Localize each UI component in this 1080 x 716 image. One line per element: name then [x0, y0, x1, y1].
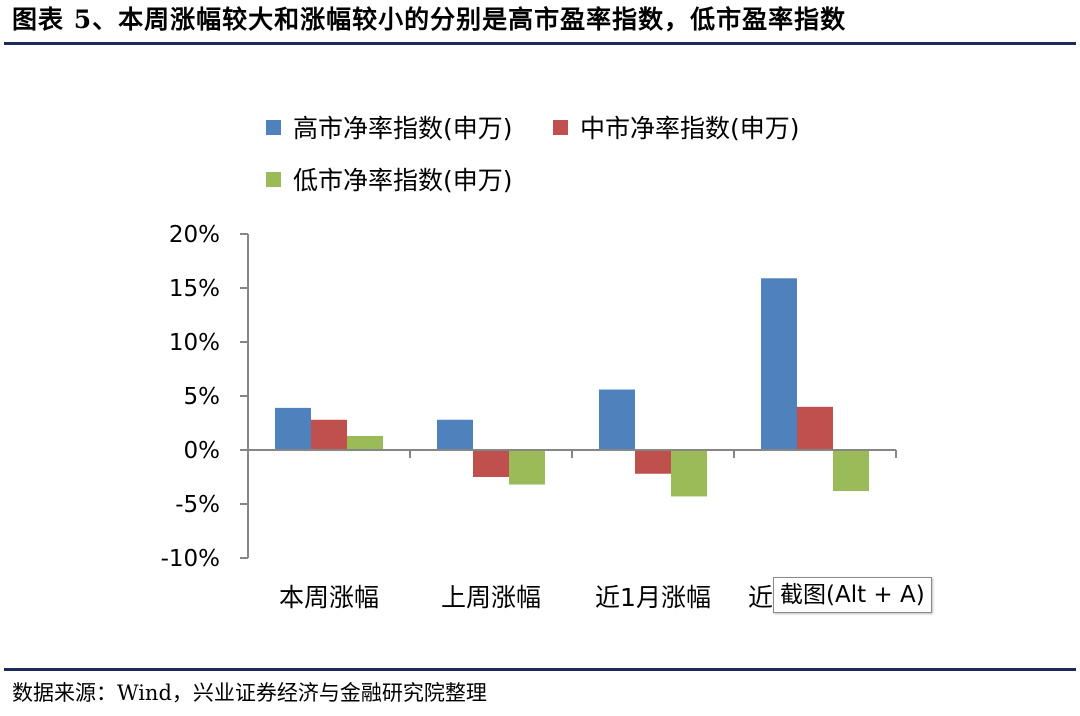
- legend-item-low-pb: 低市净率指数(申万): [266, 162, 513, 196]
- legend-swatch-mid-pb: [553, 119, 568, 135]
- bar-series-0-cat-0: [275, 407, 311, 450]
- legend-item-high-pb: 高市净率指数(申万): [266, 110, 513, 144]
- bar-series-2-cat-1: [509, 450, 545, 485]
- bar-series-0-cat-2: [599, 389, 635, 450]
- legend-label-high-pb: 高市净率指数(申万): [293, 114, 513, 143]
- bar-series-1-cat-1: [473, 450, 509, 477]
- y-tick-label-0: -10%: [161, 546, 220, 572]
- y-tick-label-3: 5%: [184, 384, 221, 410]
- legend-item-mid-pb: 中市净率指数(申万): [553, 110, 800, 144]
- screenshot-tooltip: 截图(Alt + A): [773, 577, 932, 613]
- legend-swatch-low-pb: [266, 171, 281, 187]
- y-tick-label-6: 20%: [169, 222, 220, 248]
- legend-label-mid-pb: 中市净率指数(申万): [580, 114, 800, 143]
- bar-series-2-cat-2: [671, 450, 707, 497]
- legend-label-low-pb: 低市净率指数(申万): [293, 166, 513, 195]
- bar-series-2-cat-3: [833, 450, 869, 492]
- y-tick-label-2: 0%: [184, 438, 221, 464]
- footer-divider: [4, 668, 1076, 671]
- y-tick-label-1: -5%: [175, 492, 220, 518]
- y-tick-label-5: 15%: [169, 276, 220, 302]
- bar-series-1-cat-2: [635, 450, 671, 474]
- legend-swatch-high-pb: [266, 119, 281, 135]
- bar-series-1-cat-0: [311, 419, 347, 450]
- y-tick-label-4: 10%: [169, 330, 220, 356]
- x-tick-label-1: 上周涨幅: [441, 583, 541, 612]
- x-tick-label-3: 近: [748, 583, 773, 612]
- figure-title: 图表 5、本周涨幅较大和涨幅较小的分别是高市盈率指数，低市盈率指数: [12, 5, 847, 34]
- title-divider: [4, 42, 1076, 45]
- bar-series-2-cat-0: [347, 435, 383, 450]
- bar-series-1-cat-3: [797, 406, 833, 450]
- x-tick-label-2: 近1月涨幅: [595, 583, 711, 612]
- x-tick-label-0: 本周涨幅: [279, 583, 379, 612]
- bar-series-0-cat-3: [761, 278, 797, 450]
- bar-series-0-cat-1: [437, 419, 473, 450]
- source-note: 数据来源：Wind，兴业证券经济与金融研究院整理: [12, 681, 487, 705]
